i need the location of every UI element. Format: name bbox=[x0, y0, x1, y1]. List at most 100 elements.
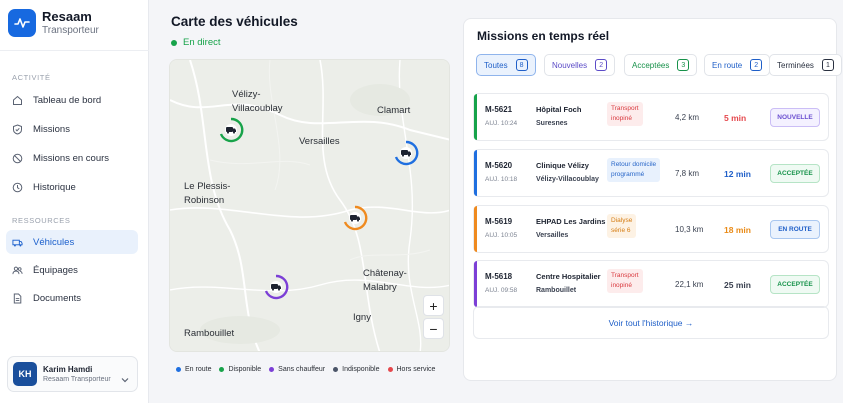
tab-count-badge: 8 bbox=[515, 59, 528, 71]
clock-icon bbox=[12, 153, 23, 164]
tab-en-route[interactable]: En route 2 bbox=[704, 54, 771, 76]
city-name: Versailles bbox=[299, 136, 340, 147]
status-bar bbox=[474, 94, 477, 140]
mission-date: AUJ. 10:18 bbox=[485, 176, 518, 183]
check-shield-icon bbox=[12, 123, 23, 135]
map-legend: En route Disponible Sans chauffeur Indis… bbox=[169, 358, 450, 381]
brand-name: Resaam bbox=[42, 9, 92, 24]
city-name: Igny bbox=[353, 312, 371, 323]
mission-row[interactable]: M-5621 AUJ. 10:24 Hôpital Foch Suresnes … bbox=[473, 93, 829, 141]
mission-id: M-5620 bbox=[485, 161, 513, 170]
tab-count-badge: 2 bbox=[750, 59, 763, 71]
mission-id: M-5618 bbox=[485, 272, 513, 281]
tab-label: Toutes bbox=[484, 60, 508, 70]
mission-city: Rambouillet bbox=[536, 287, 577, 294]
mission-type-tag: Retour domicile programmé bbox=[607, 158, 661, 182]
sidebar-item-label: Documents bbox=[33, 292, 82, 304]
tab-acceptees[interactable]: Acceptées 3 bbox=[624, 54, 698, 76]
mission-id: M-5619 bbox=[485, 217, 513, 226]
sidebar-item-label: Missions bbox=[33, 123, 70, 135]
section-label-resources: RESSOURCES bbox=[12, 216, 71, 225]
mission-distance: 4,2 km bbox=[675, 113, 700, 122]
city-name: Clamart bbox=[377, 105, 411, 116]
tab-label: Terminées bbox=[777, 60, 814, 70]
legend-dot bbox=[269, 367, 275, 372]
sidebar-item-missions-en-cours[interactable]: Missions en cours bbox=[6, 146, 138, 170]
city-name: Rambouillet bbox=[184, 328, 235, 339]
sidebar-item-missions[interactable]: Missions bbox=[6, 117, 138, 141]
mission-distance: 22,1 km bbox=[675, 280, 704, 289]
history-icon bbox=[12, 182, 23, 193]
view-history-link[interactable]: Voir tout l'historique → bbox=[473, 306, 829, 339]
legend-label: Hors service bbox=[396, 366, 436, 373]
tab-nouvelles[interactable]: Nouvelles 2 bbox=[544, 54, 616, 76]
city-name: Le Plessis- Robinson bbox=[184, 181, 231, 206]
legend-dot bbox=[176, 367, 181, 372]
legend-label: Indisponible bbox=[342, 366, 380, 373]
live-label: En direct bbox=[183, 37, 221, 48]
city-label: Rambouillet bbox=[184, 327, 234, 341]
live-indicator: En direct bbox=[171, 37, 221, 48]
status-badge[interactable]: EN ROUTE bbox=[770, 220, 820, 239]
tab-terminees[interactable]: Terminées 1 bbox=[769, 54, 842, 76]
city-label: Le Plessis- Robinson bbox=[184, 180, 230, 208]
sidebar-item-label: Tableau de bord bbox=[33, 94, 102, 106]
mission-row[interactable]: M-5618 AUJ. 09:58 Centre Hospitalier Ram… bbox=[473, 260, 829, 308]
mission-row[interactable]: M-5619 AUJ. 10:05 EHPAD Les Jardins Vers… bbox=[473, 205, 829, 253]
home-icon bbox=[12, 95, 23, 106]
section-label-activity: ACTIVITÉ bbox=[12, 73, 51, 82]
status-badge[interactable]: NOUVELLE bbox=[770, 108, 820, 127]
city-label: Clamart bbox=[377, 104, 410, 118]
city-name: Châtenay- Malabry bbox=[363, 268, 407, 293]
mission-destination: Centre Hospitalier bbox=[536, 272, 601, 281]
sidebar-item-equipages[interactable]: Équipages bbox=[6, 258, 138, 282]
vehicle-marker-en-route[interactable] bbox=[342, 205, 368, 231]
legend-item: En route bbox=[176, 366, 211, 373]
vehicle-map[interactable]: Vélizy- Villacoublay Clamart Versailles … bbox=[169, 59, 450, 352]
sidebar-item-vehicules[interactable]: Véhicules bbox=[6, 230, 138, 254]
mission-type-tag: Dialyse série 6 bbox=[607, 214, 637, 238]
mission-date: AUJ. 10:24 bbox=[485, 120, 518, 127]
legend-label: Disponible bbox=[228, 366, 262, 373]
mission-eta: 25 min bbox=[724, 280, 751, 290]
user-name: Karim Hamdi bbox=[43, 364, 93, 374]
mission-city: Versailles bbox=[536, 232, 569, 239]
tab-toutes[interactable]: Toutes 8 bbox=[476, 54, 536, 76]
users-icon bbox=[12, 265, 23, 276]
vehicle-marker-en-route[interactable] bbox=[393, 140, 419, 166]
sidebar-item-label: Véhicules bbox=[33, 236, 75, 248]
legend-label: Sans chauffeur bbox=[278, 366, 326, 373]
tab-count-badge: 2 bbox=[595, 59, 608, 71]
status-badge[interactable]: ACCEPTÉE bbox=[770, 275, 820, 294]
city-name: Vélizy- Villacoublay bbox=[232, 89, 283, 114]
brand-subtitle: Transporteur bbox=[42, 25, 99, 36]
document-icon bbox=[12, 293, 23, 304]
mission-date: AUJ. 10:05 bbox=[485, 232, 518, 239]
city-label: Vélizy- Villacoublay bbox=[232, 88, 283, 116]
mission-distance: 7,8 km bbox=[675, 169, 700, 178]
sidebar-item-historique[interactable]: Historique bbox=[6, 175, 138, 199]
status-badge[interactable]: ACCEPTÉE bbox=[770, 164, 820, 183]
brand[interactable]: Resaam Transporteur bbox=[8, 9, 99, 37]
sidebar-item-documents[interactable]: Documents bbox=[6, 286, 138, 310]
legend-item: Hors service bbox=[387, 366, 436, 373]
mission-type-tag: Transport inopiné bbox=[607, 269, 643, 293]
vehicle-marker-no-driver[interactable] bbox=[263, 274, 289, 300]
status-bar bbox=[474, 150, 477, 196]
zoom-out-button[interactable]: − bbox=[423, 318, 444, 339]
mission-distance: 10,3 km bbox=[675, 225, 704, 234]
vehicle-marker-available[interactable] bbox=[218, 117, 244, 143]
mission-row[interactable]: M-5620 AUJ. 10:18 Clinique Vélizy Vélizy… bbox=[473, 149, 829, 197]
sidebar-item-dashboard[interactable]: Tableau de bord bbox=[6, 88, 138, 112]
zoom-in-button[interactable]: + bbox=[423, 295, 444, 316]
user-menu[interactable]: KH Karim Hamdi Resaam Transporteur bbox=[7, 356, 138, 392]
city-label: Versailles bbox=[299, 135, 340, 149]
ambulance-icon bbox=[12, 237, 23, 248]
city-label: Châtenay- Malabry bbox=[363, 267, 407, 295]
tab-label: En route bbox=[712, 60, 743, 70]
live-dot-icon bbox=[171, 39, 177, 46]
mission-eta: 5 min bbox=[724, 113, 747, 123]
missions-panel: Missions en temps réel Toutes 8 Nouvelles… bbox=[463, 18, 842, 381]
map-title: Carte des véhicules bbox=[171, 14, 298, 29]
divider bbox=[0, 50, 149, 51]
